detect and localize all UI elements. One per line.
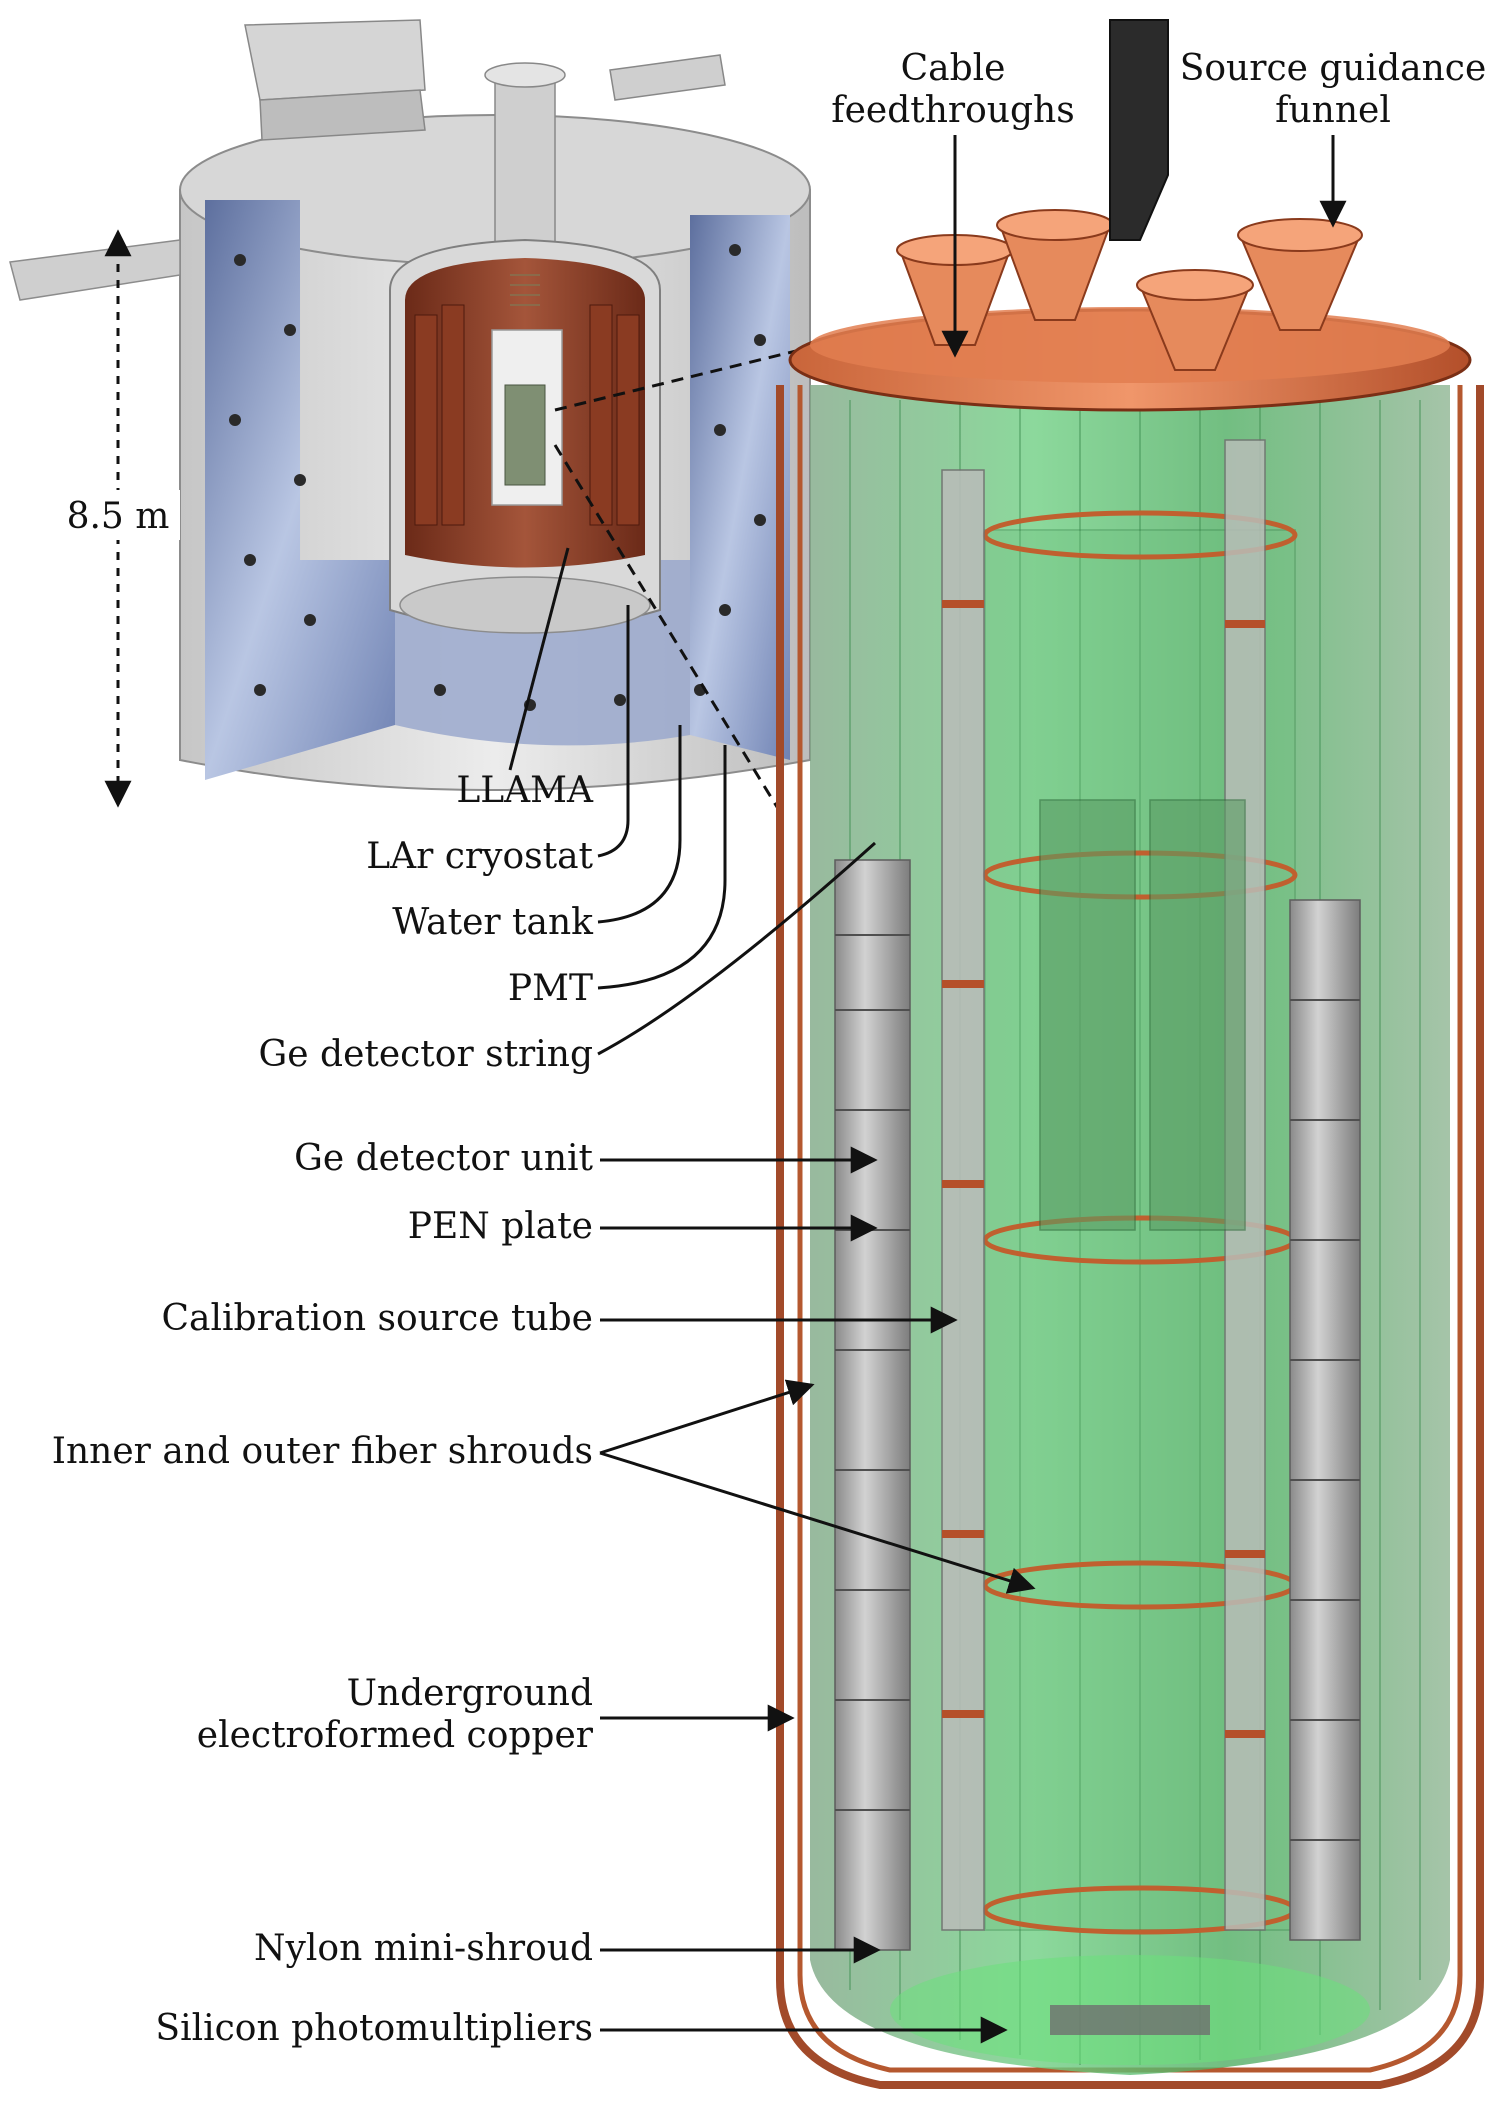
- label-electroformed-copper-line1: Underground: [347, 1673, 593, 1714]
- label-height: 8.5 m: [67, 496, 170, 537]
- leader-water-tank: [597, 725, 682, 924]
- zoom-connector-top: [554, 348, 801, 412]
- leader-outer-fiber-shroud: [599, 1379, 815, 1455]
- label-ge-detector-unit: Ge detector unit: [294, 1138, 593, 1179]
- label-pen-plate: PEN plate: [408, 1206, 593, 1247]
- label-nylon-mini-shroud: Nylon mini-shroud: [254, 1928, 593, 1969]
- leader-ge-detector-string: [597, 841, 877, 1056]
- leader-inner-fiber-shroud: [599, 1451, 1036, 1594]
- label-cable-feedthroughs-line1: Cable: [901, 48, 1006, 89]
- leader-pmt: [597, 745, 727, 990]
- detector-array-render: [776, 19, 1484, 2089]
- label-source-guidance-funnel-line2: funnel: [1275, 90, 1391, 131]
- leader-lar-cryostat: [597, 605, 630, 858]
- label-ge-detector-string: Ge detector string: [259, 1034, 593, 1075]
- label-cable-feedthroughs-line2: feedthroughs: [831, 90, 1074, 131]
- leader-llama: [508, 547, 570, 771]
- label-fiber-shrouds: Inner and outer fiber shrouds: [52, 1431, 593, 1472]
- label-pmt: PMT: [508, 968, 593, 1009]
- zoom-connector-bottom: [553, 444, 787, 821]
- height-label-bg: [60, 490, 180, 540]
- label-calibration-source-tube: Calibration source tube: [162, 1298, 594, 1339]
- label-electroformed-copper-line2: electroformed copper: [197, 1715, 594, 1756]
- label-water-tank: Water tank: [392, 902, 594, 943]
- label-lar-cryostat: LAr cryostat: [366, 836, 593, 877]
- label-silicon-photomultipliers: Silicon photomultipliers: [155, 2008, 593, 2049]
- label-source-guidance-funnel-line1: Source guidance: [1180, 48, 1487, 89]
- water-tank-render: [9, 19, 811, 791]
- label-llama: LLAMA: [456, 770, 594, 811]
